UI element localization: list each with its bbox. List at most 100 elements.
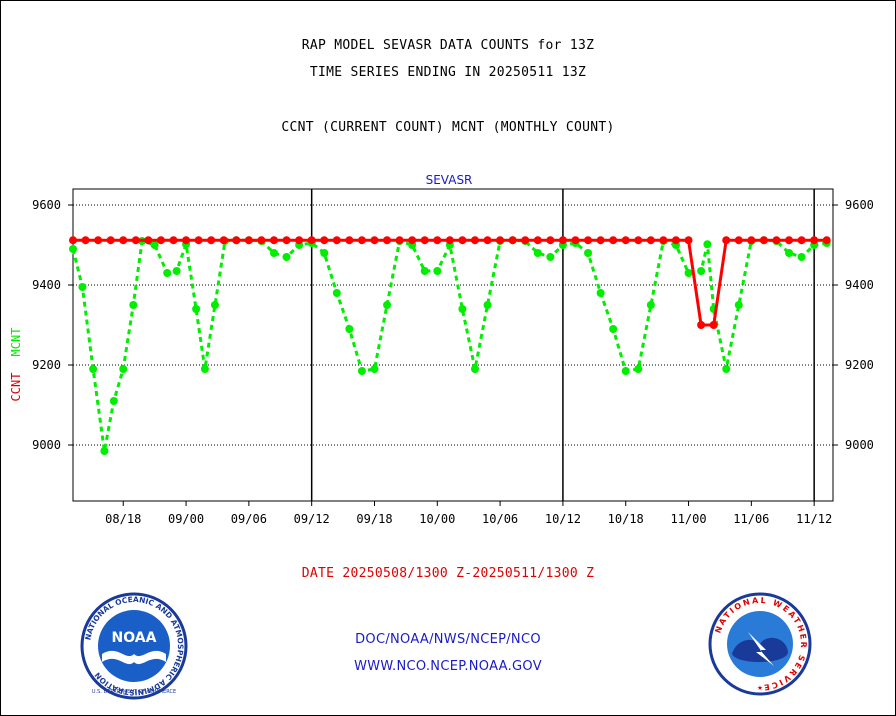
x-tick-label: 11/00 [670,512,706,526]
data-point-ccnt [269,236,278,245]
data-point-mcnt [483,301,492,309]
data-point-mcnt [734,301,743,309]
data-point-ccnt [169,236,178,245]
x-axis-ticks: 08/18 09/00 09/06 09/12 09/18 10/00 10/06 10/12… [105,501,832,526]
data-point-ccnt [131,236,140,245]
data-point-ccnt [508,236,517,245]
nco-link-web[interactable]: WWW.NCO.NCEP.NOAA.GOV [354,659,542,674]
data-point-ccnt [194,236,203,245]
data-point-ccnt [207,236,216,245]
data-point-ccnt [621,236,630,245]
y-tick-label-right: 9600 [845,198,874,212]
y-tick-label-left: 9200 [32,358,61,372]
title-line1: RAP MODEL SEVASR DATA COUNTS for 13Z [301,38,595,53]
data-point-ccnt [370,236,379,245]
data-point-mcnt [546,253,555,261]
data-point-mcnt [163,269,172,277]
data-point-mcnt [100,447,109,455]
data-point-mcnt [78,283,87,291]
y-tick-label-left: 9400 [32,278,61,292]
x-tick-label: 10/00 [419,512,455,526]
data-point-mcnt [345,325,354,333]
data-point-ccnt [659,236,668,245]
data-point-ccnt [697,321,706,329]
data-point-mcnt [420,267,429,275]
nws-logo: NATIONAL WEATHER SERVICE ★ [708,592,812,696]
data-point-mcnt [596,289,605,297]
data-point-mcnt [357,367,366,375]
chart-title: SEVASR [426,173,473,187]
data-point-mcnt [703,240,712,249]
x-tick-label: 09/00 [168,512,204,526]
data-point-mcnt [282,253,291,261]
x-tick-label: 08/18 [105,512,141,526]
data-point-mcnt [320,249,329,257]
data-point-ccnt [558,236,567,245]
data-point-ccnt [383,236,392,245]
data-point-ccnt [182,236,191,245]
nco-link-doc[interactable]: DOC/NOAA/NWS/NCEP/NCO [355,632,541,647]
data-point-ccnt [797,236,806,245]
data-point-mcnt [192,305,201,313]
data-point-ccnt [395,236,404,245]
data-point-ccnt [634,236,643,245]
x-tick-label: 09/12 [294,512,330,526]
data-point-ccnt [282,236,291,245]
data-point-ccnt [609,236,618,245]
y-tick-label-right: 9000 [845,438,874,452]
data-point-ccnt [257,236,266,245]
data-point-ccnt [232,236,241,245]
data-point-mcnt [533,249,542,257]
data-point-ccnt [571,236,580,245]
data-point-ccnt [496,236,505,245]
data-point-mcnt [797,253,806,261]
data-point-ccnt [533,236,542,245]
series-line-mcnt [71,238,827,452]
data-point-ccnt [722,236,731,245]
data-point-mcnt [458,305,467,313]
data-point-ccnt [546,236,555,245]
data-point-ccnt [822,236,831,245]
noaa-logo: NATIONAL OCEANIC AND ATMOSPHERIC ADMINIS… [80,592,188,700]
data-point-mcnt [697,267,706,275]
data-point-ccnt [332,236,341,245]
data-point-ccnt [156,236,165,245]
data-point-ccnt [144,236,153,245]
y-label-ccnt: CCNT [9,373,23,402]
svg-text:★: ★ [757,683,763,693]
y-tick-label-right: 9200 [845,358,874,372]
data-point-mcnt [89,365,98,373]
data-point-mcnt [609,325,618,333]
y-tick-label-left: 9600 [32,198,61,212]
data-point-ccnt [684,236,693,245]
data-point-ccnt [470,236,479,245]
data-point-mcnt [646,301,655,309]
series-layer [69,236,831,455]
x-tick-label: 09/06 [231,512,267,526]
data-point-ccnt [596,236,605,245]
day-divider-layer [310,189,815,501]
data-point-ccnt [785,236,794,245]
x-tick-label: 10/12 [545,512,581,526]
data-point-ccnt [119,236,128,245]
data-point-ccnt [709,321,718,329]
data-point-ccnt [445,236,454,245]
data-point-mcnt [722,365,731,373]
data-point-ccnt [295,236,304,245]
subtitle: CCNT (CURRENT COUNT) MCNT (MONTHLY COUNT… [281,120,615,135]
data-point-ccnt [106,236,115,245]
data-point-ccnt [81,236,90,245]
data-point-ccnt [458,236,467,245]
data-point-mcnt [269,249,278,257]
data-point-ccnt [244,236,253,245]
y-label-mcnt: MCNT [9,328,23,357]
data-point-mcnt [172,267,181,275]
data-point-mcnt [785,249,794,257]
x-tick-label: 10/18 [608,512,644,526]
data-point-ccnt [734,236,743,245]
data-point-mcnt [200,365,209,373]
data-point-ccnt [759,236,768,245]
data-point-ccnt [646,236,655,245]
y-tick-label-left: 9000 [32,438,61,452]
